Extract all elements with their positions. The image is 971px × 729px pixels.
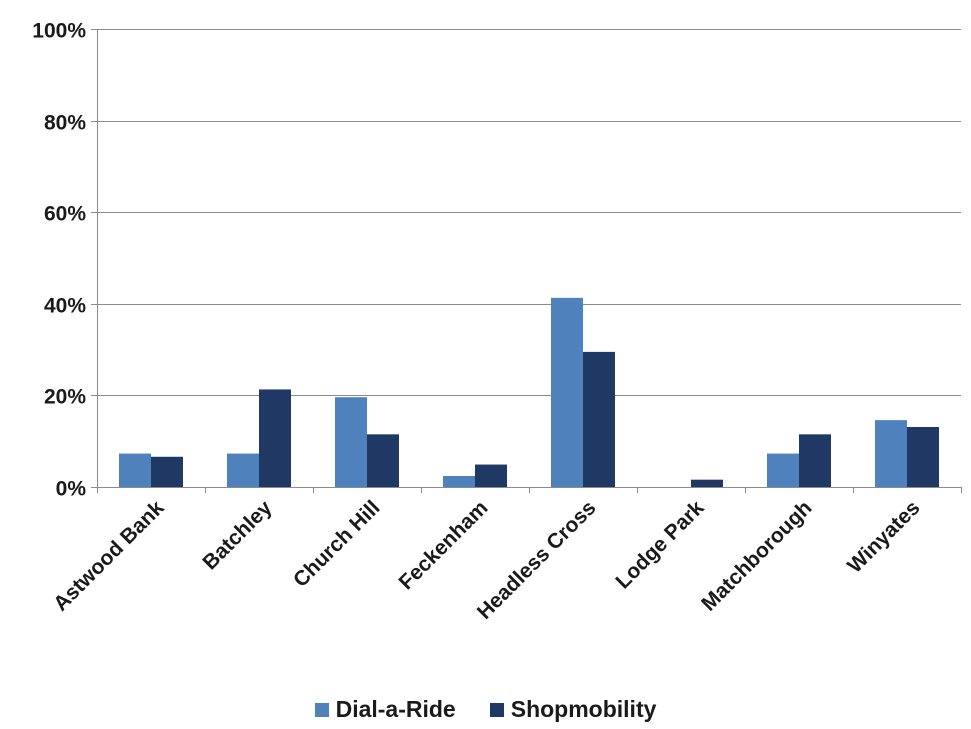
x-tick-label: Headless Cross (473, 496, 601, 624)
legend-swatch-dial-a-ride (314, 702, 329, 717)
x-tick-label: Batchley (198, 496, 276, 574)
y-tick-label: 20% (44, 386, 86, 409)
bar-dial-a-ride (767, 453, 799, 487)
bar-shopmobility (583, 351, 615, 487)
bar-shopmobility (691, 479, 723, 487)
bar-dial-a-ride (227, 453, 259, 487)
bars (119, 297, 939, 487)
y-tick-label: 100% (32, 20, 86, 43)
bar-dial-a-ride (119, 453, 151, 487)
y-tick-label: 60% (44, 203, 86, 226)
bar-dial-a-ride (335, 397, 367, 487)
gridlines (91, 29, 961, 488)
bar-shopmobility (259, 389, 291, 487)
y-tick-label: 80% (44, 112, 86, 135)
x-tick-label: Matchborough (697, 496, 816, 615)
y-axis-tick-labels: 0% 20% 40% 60% 80% 100% (32, 20, 86, 501)
bar-chart: 0% 20% 40% 60% 80% 100% Astwood Bank Batchley C… (32, 20, 962, 624)
legend-label-shopmobility: Shopmobility (510, 696, 657, 722)
x-tick-label: Feckenham (395, 496, 493, 594)
y-tick-label: 40% (44, 295, 86, 318)
y-tick-label: 0% (56, 478, 87, 501)
bar-dial-a-ride (875, 420, 907, 487)
bar-shopmobility (799, 434, 831, 487)
axes (97, 29, 962, 493)
legend-label-dial-a-ride: Dial-a-Ride (335, 696, 456, 722)
bar-shopmobility (475, 464, 507, 487)
bar-shopmobility (907, 427, 939, 487)
x-axis-category-labels: Astwood Bank Batchley Church Hill Feckenham… (49, 496, 924, 624)
legend-item-shopmobility[interactable]: Shopmobility (489, 696, 657, 723)
legend-swatch-shopmobility (489, 702, 504, 717)
bar-dial-a-ride (443, 476, 475, 487)
x-tick-label: Winyates (843, 496, 924, 577)
bar-dial-a-ride (551, 297, 583, 487)
x-tick-label: Astwood Bank (49, 496, 169, 616)
bar-shopmobility (151, 456, 183, 487)
x-tick-label: Church Hill (289, 496, 384, 591)
legend: Dial-a-Ride Shopmobility (0, 696, 971, 723)
legend-item-dial-a-ride[interactable]: Dial-a-Ride (314, 696, 456, 723)
x-tick-label: Lodge Park (611, 496, 708, 593)
bar-shopmobility (367, 434, 399, 487)
